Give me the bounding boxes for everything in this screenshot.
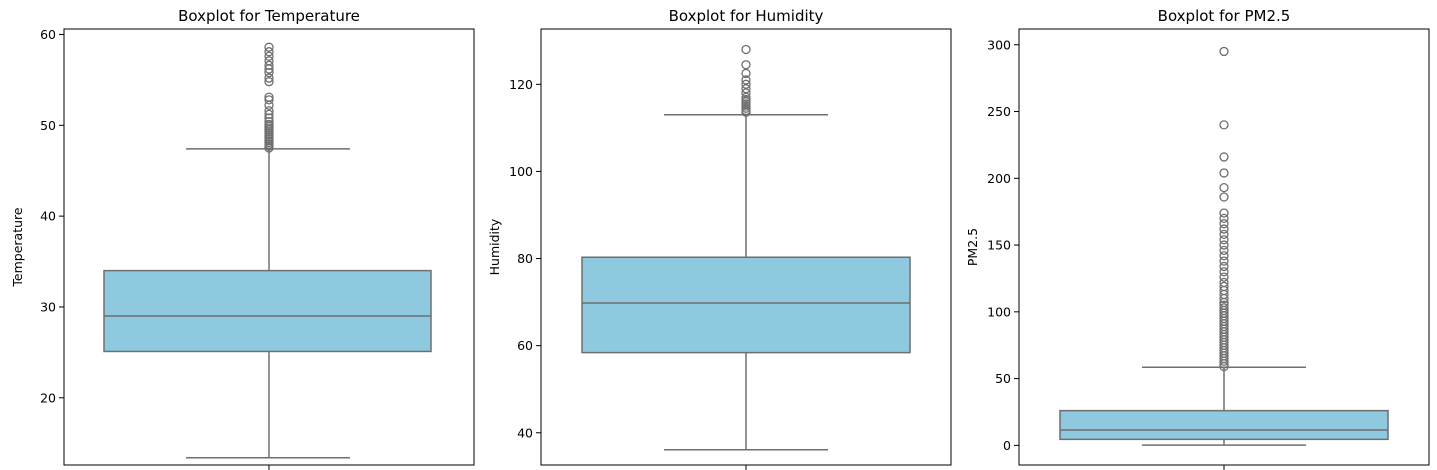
outlier-point	[1219, 213, 1229, 224]
outlier-point	[264, 113, 274, 123]
outlier-point	[264, 117, 274, 127]
outlier-point	[1219, 229, 1229, 240]
outlier-point	[1219, 281, 1229, 292]
outlier-point	[741, 68, 751, 79]
outlier-point	[1219, 256, 1229, 266]
outlier-point	[1219, 224, 1229, 234]
outlier-point	[1219, 245, 1229, 256]
outlier-point	[264, 92, 274, 102]
y-tick-label: 40	[40, 209, 56, 224]
outlier-point	[741, 92, 751, 103]
outlier-point	[264, 47, 274, 57]
plot-frame	[540, 28, 952, 466]
y-tick-label: 80	[517, 251, 533, 266]
outlier-point	[264, 73, 274, 83]
y-tick-label: 30	[40, 299, 56, 314]
y-axis-label: Temperature	[10, 207, 25, 287]
y-tick-label: 50	[995, 371, 1011, 386]
y-tick-label: 60	[517, 338, 533, 353]
outlier-point	[741, 75, 751, 85]
outlier-point	[264, 95, 274, 105]
chart-title: Boxplot for Temperature	[178, 7, 360, 25]
outlier-point	[741, 60, 751, 70]
y-tick-label: 120	[509, 77, 533, 92]
chart-panel-pm25: Boxplot for PM2.5 PM2.5 0 50 100 150 200 250 300	[965, 7, 1430, 470]
chart-panel-temperature: Boxplot for Temperature Temperature 20 30 40…	[10, 7, 475, 470]
outlier-point	[1219, 267, 1229, 277]
y-tick-label: 0	[1003, 438, 1011, 453]
y-tick-label: 20	[40, 390, 56, 405]
y-tick-label: 40	[517, 425, 533, 440]
outlier-point	[741, 44, 751, 55]
y-tick-label: 200	[987, 171, 1011, 186]
iqr-box	[1059, 409, 1389, 441]
outlier-point	[264, 77, 274, 87]
outlier-point	[741, 88, 751, 98]
outlier-point	[741, 84, 751, 94]
outlier-point	[1219, 272, 1229, 282]
outlier-point	[1219, 182, 1229, 193]
outlier-point	[1219, 120, 1229, 130]
y-tick-label: 50	[40, 118, 56, 133]
iqr-box	[581, 256, 911, 354]
outlier-point	[1219, 240, 1229, 250]
y-tick-label: 100	[509, 164, 533, 179]
outlier-point	[1219, 152, 1229, 162]
y-axis-label: PM2.5	[965, 228, 980, 266]
outlier-point	[264, 42, 274, 52]
outlier-point	[1219, 235, 1229, 245]
outlier-point	[1219, 168, 1229, 178]
outlier-point	[264, 60, 274, 70]
iqr-box	[103, 269, 432, 353]
y-tick-label: 60	[40, 27, 56, 42]
chart-title: Boxplot for Humidity	[669, 7, 824, 25]
plot-frame	[1018, 28, 1430, 466]
y-tick-label: 100	[987, 304, 1011, 319]
outlier-point	[1219, 208, 1229, 218]
outlier-point	[264, 119, 274, 130]
outlier-point	[1219, 303, 1229, 313]
y-tick-label: 250	[987, 104, 1011, 119]
y-tick-label: 300	[987, 37, 1011, 52]
y-axis-label: Humidity	[487, 218, 502, 275]
outlier-point	[1219, 300, 1229, 310]
outlier-point	[264, 67, 274, 78]
outlier-point	[741, 79, 751, 89]
outlier-point	[1219, 277, 1229, 288]
outlier-point	[264, 109, 274, 120]
outlier-point	[1219, 46, 1229, 57]
outlier-point	[1219, 261, 1229, 272]
outlier-point	[264, 56, 274, 66]
chart-panel-humidity: Boxplot for Humidity Humidity 40 60 80 100 120	[487, 7, 952, 470]
outlier-point	[264, 51, 274, 61]
y-tick-label: 150	[987, 238, 1011, 253]
outlier-point	[264, 106, 274, 116]
outlier-point	[1219, 219, 1229, 229]
outlier-point	[1219, 192, 1229, 202]
outlier-point	[1219, 251, 1229, 261]
chart-title: Boxplot for PM2.5	[1158, 7, 1291, 25]
plot-frame	[63, 28, 475, 466]
